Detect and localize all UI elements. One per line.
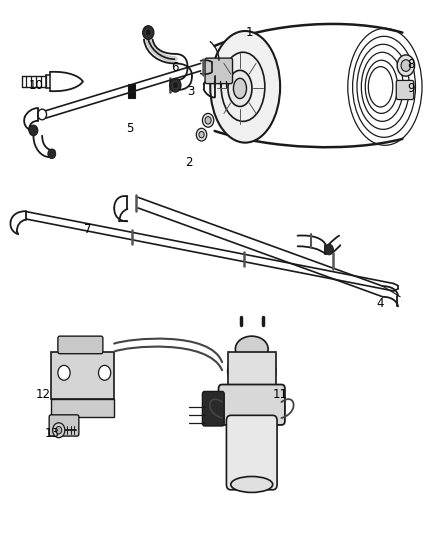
- Text: 2: 2: [185, 156, 192, 169]
- Circle shape: [325, 244, 333, 255]
- Text: 13: 13: [45, 427, 60, 440]
- Circle shape: [202, 114, 214, 127]
- Text: 5: 5: [126, 122, 133, 135]
- Text: 3: 3: [187, 85, 194, 98]
- FancyBboxPatch shape: [51, 399, 114, 417]
- Circle shape: [48, 149, 56, 159]
- Ellipse shape: [233, 78, 247, 99]
- Text: 12: 12: [36, 387, 51, 401]
- Circle shape: [397, 55, 415, 76]
- FancyBboxPatch shape: [226, 415, 277, 490]
- Circle shape: [170, 78, 181, 92]
- Circle shape: [53, 423, 65, 438]
- Text: 11: 11: [272, 387, 288, 401]
- Text: 1: 1: [246, 26, 253, 39]
- Circle shape: [205, 117, 211, 124]
- FancyBboxPatch shape: [228, 352, 276, 391]
- Circle shape: [196, 128, 207, 141]
- Circle shape: [172, 82, 178, 89]
- Circle shape: [143, 26, 154, 39]
- Ellipse shape: [235, 336, 268, 362]
- FancyBboxPatch shape: [219, 384, 285, 425]
- Circle shape: [401, 60, 411, 71]
- Text: 6: 6: [172, 61, 179, 74]
- Circle shape: [56, 426, 62, 434]
- Text: 8: 8: [407, 58, 415, 71]
- Ellipse shape: [231, 477, 273, 492]
- Text: 4: 4: [377, 297, 384, 310]
- FancyBboxPatch shape: [202, 391, 224, 426]
- Text: 9: 9: [407, 82, 415, 95]
- FancyBboxPatch shape: [205, 58, 233, 84]
- Ellipse shape: [210, 31, 280, 143]
- Text: 7: 7: [84, 223, 92, 236]
- Circle shape: [58, 366, 70, 380]
- Bar: [127, 84, 135, 98]
- Circle shape: [145, 29, 151, 36]
- FancyBboxPatch shape: [49, 415, 79, 436]
- FancyBboxPatch shape: [51, 352, 114, 399]
- FancyBboxPatch shape: [396, 80, 414, 100]
- Circle shape: [199, 132, 204, 138]
- Circle shape: [99, 366, 111, 380]
- Ellipse shape: [228, 70, 252, 107]
- FancyBboxPatch shape: [58, 336, 103, 354]
- Ellipse shape: [228, 351, 276, 391]
- Circle shape: [29, 125, 38, 136]
- Text: 10: 10: [29, 79, 44, 92]
